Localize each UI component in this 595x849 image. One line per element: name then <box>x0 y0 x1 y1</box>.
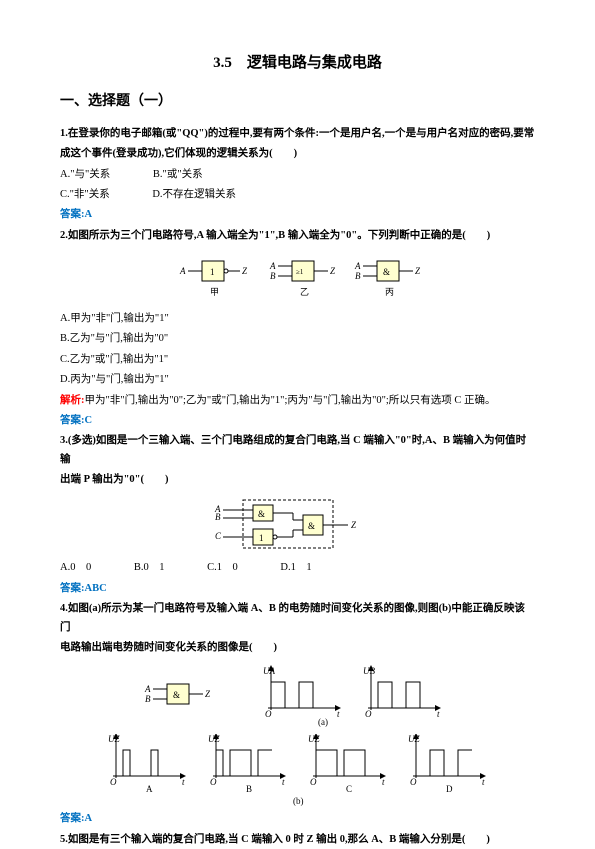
q2-A: A.甲为"非"门,输出为"1" <box>60 310 535 328</box>
svg-text:D: D <box>446 784 453 794</box>
svg-text:C: C <box>215 531 222 541</box>
q4-answer: 答案:A <box>60 810 535 828</box>
q3-C: C.1 0 <box>207 559 238 577</box>
q4-stem-1: 4.如图(a)所示为某一门电路符号及输入端 A、B 的电势随时间变化关系的图像,… <box>60 600 535 637</box>
svg-text:t: t <box>182 777 185 787</box>
q3-D: D.1 1 <box>280 559 311 577</box>
svg-text:(a): (a) <box>318 717 328 727</box>
svg-text:Z: Z <box>351 520 357 530</box>
svg-text:C: C <box>346 784 352 794</box>
svg-text:O: O <box>265 709 272 719</box>
section-heading: 一、选择题（一） <box>60 90 535 115</box>
svg-text:Z: Z <box>330 266 336 276</box>
svg-text:Z: Z <box>415 266 421 276</box>
q2-B: B.乙为"与"门,输出为"0" <box>60 330 535 348</box>
svg-text:Z: Z <box>242 266 248 276</box>
svg-text:甲: 甲 <box>210 287 219 297</box>
svg-text:&: & <box>308 521 315 531</box>
svg-text:O: O <box>410 777 417 787</box>
svg-text:O: O <box>110 777 117 787</box>
svg-text:A: A <box>179 266 186 276</box>
q2-diagram: A 1 Z 甲 A B ≥1 Z 乙 A B & Z 丙 <box>60 251 535 306</box>
svg-text:t: t <box>282 777 285 787</box>
svg-text:Z: Z <box>205 689 211 699</box>
q2-D: D.丙为"与"门,输出为"1" <box>60 371 535 389</box>
svg-text:1: 1 <box>259 533 264 543</box>
q4-diagram-b: UZ Ot A UZ Ot B UZ Ot C UZ Ot <box>60 734 535 806</box>
q1-answer: 答案:A <box>60 206 535 224</box>
svg-text:&: & <box>173 690 180 700</box>
svg-text:B: B <box>215 512 221 522</box>
svg-text:A: A <box>269 261 276 271</box>
svg-text:&: & <box>258 509 265 519</box>
q1-A: A."与"关系 <box>60 166 110 184</box>
svg-text:&: & <box>383 267 390 277</box>
q1-opts-cd: C."非"关系 D.不存在逻辑关系 <box>60 186 535 204</box>
svg-text:t: t <box>437 709 440 719</box>
q1-D: D.不存在逻辑关系 <box>152 186 236 204</box>
q1-opts-ab: A."与"关系 B."或"关系 <box>60 166 535 184</box>
q3-opts: A.0 0 B.0 1 C.1 0 D.1 1 <box>60 559 535 577</box>
q3-stem-1: 3.(多选)如图是一个三输入端、三个门电路组成的复合门电路,当 C 端输入"0"… <box>60 432 535 469</box>
q3-A: A.0 0 <box>60 559 91 577</box>
q1-stem-2: 成这个事件(登录成功),它们体现的逻辑关系为( ) <box>60 145 535 163</box>
svg-text:O: O <box>310 777 317 787</box>
svg-text:B: B <box>145 694 151 704</box>
q3-stem-2: 出端 P 输出为"0"( ) <box>60 471 535 489</box>
svg-text:A: A <box>354 261 361 271</box>
svg-text:B: B <box>355 271 361 281</box>
svg-text:t: t <box>337 709 340 719</box>
svg-text:O: O <box>365 709 372 719</box>
svg-text:(b): (b) <box>293 796 304 806</box>
q1-stem-1: 1.在登录你的电子邮箱(或"QQ")的过程中,要有两个条件:一个是用户名,一个是… <box>60 125 535 143</box>
svg-text:B: B <box>246 784 252 794</box>
q1-B: B."或"关系 <box>153 166 203 184</box>
svg-text:O: O <box>210 777 217 787</box>
q2-jiexi: 甲为"非"门,输出为"0";乙为"或"门,输出为"1";丙为"与"门,输出为"0… <box>85 395 496 406</box>
q2-answer: 答案:C <box>60 412 535 430</box>
svg-text:丙: 丙 <box>385 287 394 297</box>
page-title: 3.5 逻辑电路与集成电路 <box>60 50 535 76</box>
svg-text:t: t <box>382 777 385 787</box>
svg-text:乙: 乙 <box>300 287 309 297</box>
svg-text:1: 1 <box>210 267 215 277</box>
q2-C: C.乙为"或"门,输出为"1" <box>60 351 535 369</box>
svg-text:A: A <box>144 684 151 694</box>
q2-stem: 2.如图所示为三个门电路符号,A 输入端全为"1",B 输入端全为"0"。下列判… <box>60 227 535 245</box>
q4-diagram-a: A B & Z UA Ot UB Ot (a) <box>60 663 535 728</box>
q3-answer: 答案:ABC <box>60 580 535 598</box>
q3-diagram: A B & C 1 & Z <box>60 495 535 555</box>
svg-text:t: t <box>482 777 485 787</box>
svg-text:B: B <box>270 271 276 281</box>
q1-C: C."非"关系 <box>60 186 110 204</box>
q5-stem: 5.如图是有三个输入端的复合门电路,当 C 端输入 0 时 Z 输出 0,那么 … <box>60 831 535 849</box>
q2-jiexi-label: 解析: <box>60 395 85 406</box>
q3-B: B.0 1 <box>134 559 165 577</box>
svg-text:A: A <box>146 784 153 794</box>
svg-text:≥1: ≥1 <box>296 268 304 276</box>
q4-stem-2: 电路输出端电势随时间变化关系的图像是( ) <box>60 639 535 657</box>
